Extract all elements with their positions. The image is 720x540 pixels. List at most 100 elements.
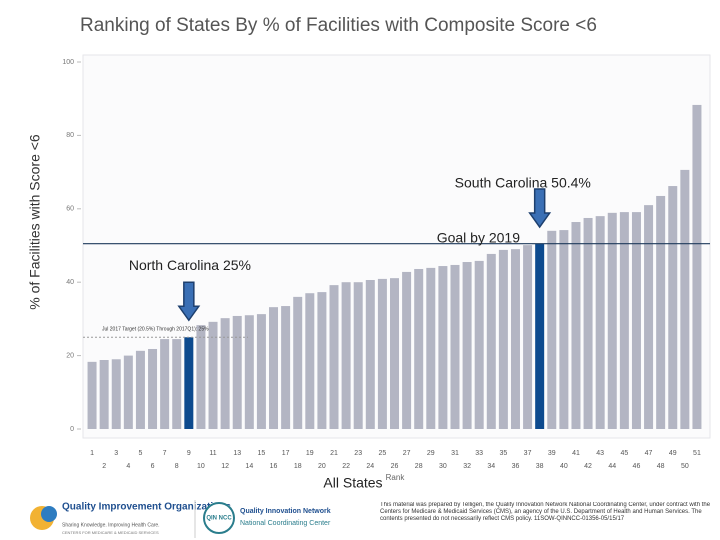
bar — [668, 186, 678, 429]
goal-label: Goal by 2019 — [437, 229, 520, 245]
x-tick-label: 29 — [427, 450, 435, 457]
bar — [244, 315, 254, 429]
qio-cms: CENTERS FOR MEDICARE & MEDICAID SERVICES — [62, 530, 159, 535]
bar — [329, 285, 339, 429]
x-tick-label: 45 — [620, 450, 628, 457]
x-tick-label: 7 — [163, 450, 167, 457]
x-tick-label: 24 — [366, 463, 374, 470]
x-tick-label: 22 — [342, 463, 350, 470]
qin-logo — [203, 502, 235, 534]
bar — [135, 350, 145, 429]
x-tick-label: 25 — [379, 450, 387, 457]
x-tick-label: 3 — [114, 450, 118, 457]
x-tick-label: 35 — [499, 450, 507, 457]
x-tick-label: 21 — [330, 450, 338, 457]
bar — [535, 244, 545, 429]
bar — [631, 212, 641, 429]
bar — [317, 292, 327, 429]
x-tick-label: 38 — [536, 463, 544, 470]
x-tick-label: 4 — [126, 463, 130, 470]
bar — [498, 249, 508, 429]
bar — [486, 253, 496, 429]
x-tick-label: 47 — [645, 450, 653, 457]
bar — [559, 230, 569, 429]
x-tick-label: 10 — [197, 463, 205, 470]
bar — [99, 360, 109, 429]
qin-subtitle: National Coordinating Center — [240, 520, 331, 527]
y-tick-label: 80 — [66, 132, 74, 139]
x-tick-label: 8 — [175, 463, 179, 470]
x-tick-label: 42 — [584, 463, 592, 470]
bar — [595, 216, 605, 429]
x-tick-label: 18 — [294, 463, 302, 470]
x-axis-label: All States — [323, 475, 382, 491]
bar — [111, 359, 121, 429]
footer: Quality Improvement Organizations Sharin… — [30, 500, 711, 538]
bar — [438, 266, 448, 429]
y-axis-label: % of Facilities with Score <6 — [27, 134, 43, 310]
x-tick-label: 44 — [608, 463, 616, 470]
qio-logo — [41, 506, 57, 522]
x-tick-label: 31 — [451, 450, 459, 457]
bar — [196, 325, 206, 429]
chart-title: Ranking of States By % of Facilities wit… — [80, 15, 597, 36]
x-tick-label: 1 — [90, 450, 94, 457]
qio-title: Quality Improvement Organizations — [62, 502, 231, 513]
bar — [353, 282, 363, 429]
bar — [390, 278, 399, 429]
arrow — [177, 281, 201, 322]
x-axis-sublabel: Rank — [386, 473, 406, 482]
bar — [160, 339, 170, 429]
bar — [607, 212, 617, 429]
bar — [220, 318, 230, 429]
bar — [523, 245, 533, 429]
x-tick-label: 51 — [693, 450, 701, 457]
bar — [172, 339, 182, 429]
x-tick-label: 16 — [270, 463, 278, 470]
x-tick-label: 12 — [221, 463, 229, 470]
x-tick-label: 28 — [415, 463, 423, 470]
bar — [644, 205, 654, 429]
x-tick-label: 2 — [102, 463, 106, 470]
bar — [148, 348, 158, 429]
x-tick-label: 43 — [596, 450, 604, 457]
x-tick-label: 46 — [633, 463, 641, 470]
bar — [426, 267, 436, 429]
bar — [692, 104, 702, 430]
y-tick-label: 40 — [66, 279, 74, 286]
bar — [414, 268, 424, 429]
bar — [123, 355, 133, 429]
bar — [377, 278, 387, 429]
x-tick-label: 20 — [318, 463, 326, 470]
x-tick-label: 34 — [487, 463, 495, 470]
bar — [510, 249, 520, 429]
annotation: North Carolina 25% — [129, 257, 251, 273]
y-tick-label: 60 — [66, 206, 74, 213]
x-tick-label: 5 — [138, 450, 142, 457]
x-tick-label: 15 — [258, 450, 266, 457]
x-tick-label: 41 — [572, 450, 580, 457]
bar — [305, 293, 315, 429]
qio-tagline: Sharing Knowledge. Improving Health Care… — [62, 522, 160, 528]
bar — [547, 230, 557, 429]
bar — [341, 282, 351, 429]
x-tick-label: 26 — [391, 463, 399, 470]
bar — [656, 195, 666, 429]
x-tick-label: 13 — [233, 450, 241, 457]
bar — [680, 169, 690, 429]
bar — [450, 264, 460, 429]
bar — [269, 307, 279, 429]
x-tick-label: 40 — [560, 463, 568, 470]
y-tick-label: 100 — [62, 59, 74, 66]
qin-badge: QIN NCC — [206, 516, 232, 522]
bar — [184, 337, 194, 429]
x-tick-label: 19 — [306, 450, 314, 457]
y-tick-label: 0 — [70, 426, 74, 433]
y-tick-label: 20 — [66, 352, 74, 359]
bar — [619, 212, 629, 429]
disclaimer: This material was prepared by Telligen, … — [380, 502, 711, 522]
bar — [474, 260, 484, 429]
bar — [583, 217, 593, 429]
x-tick-label: 30 — [439, 463, 447, 470]
